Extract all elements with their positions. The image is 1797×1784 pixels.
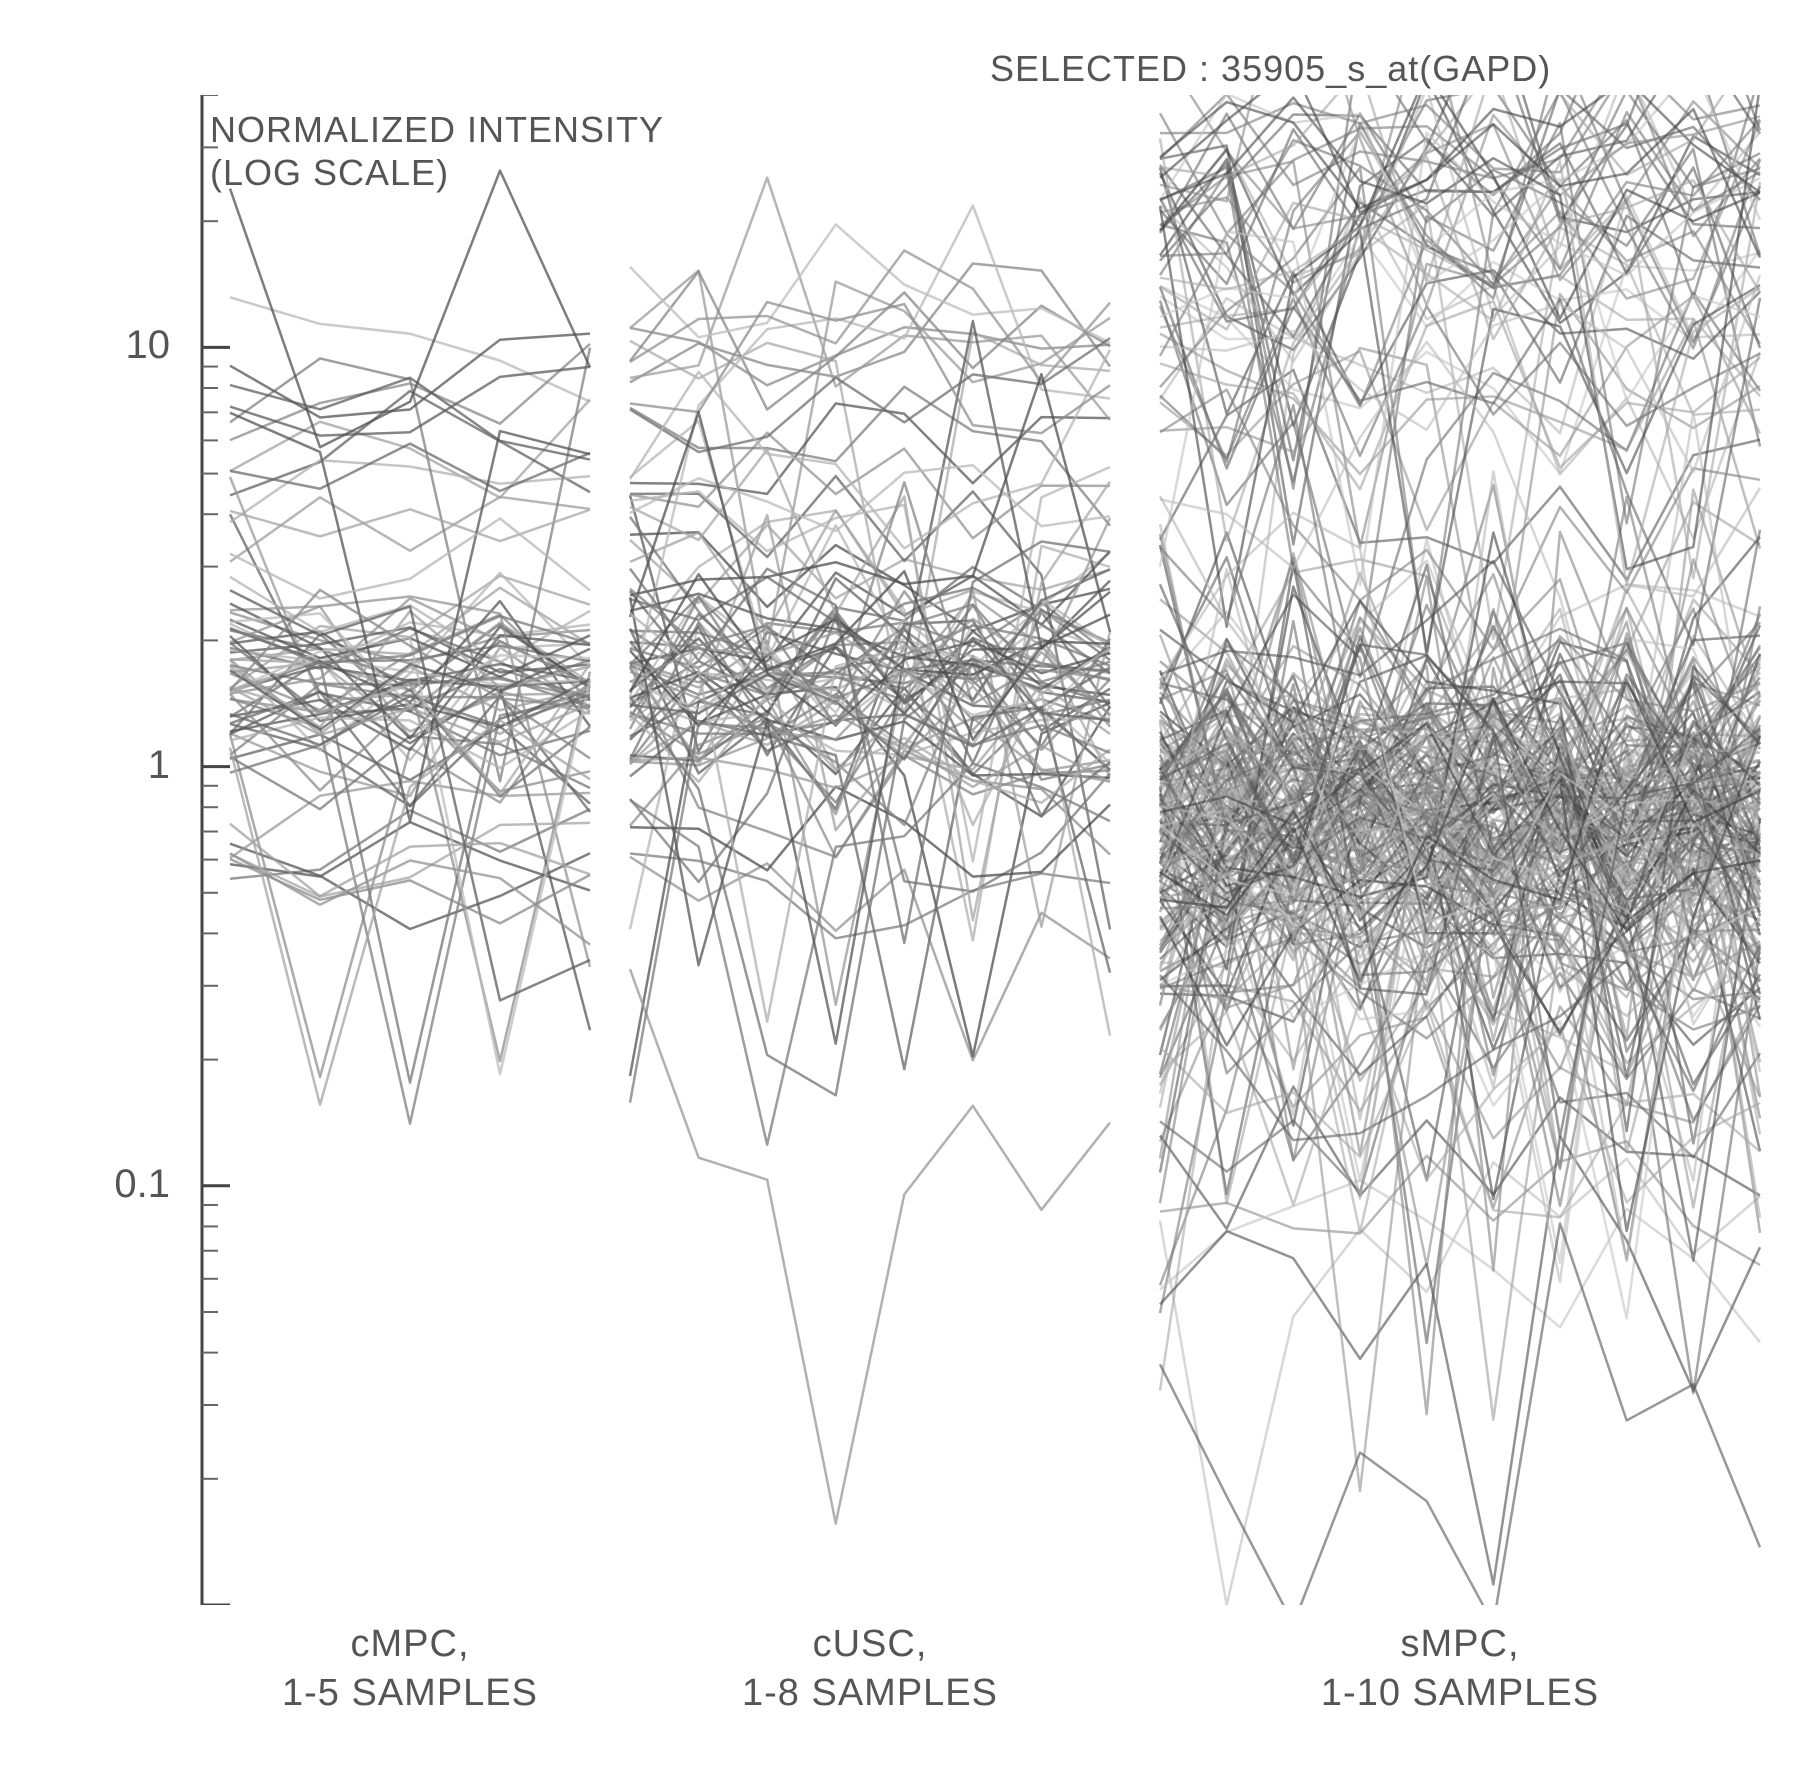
- chart-title: SELECTED : 35905_s_at(GAPD): [990, 48, 1551, 90]
- series-line: [630, 969, 1110, 1523]
- series-line: [230, 460, 590, 522]
- series-line: [1160, 1159, 1760, 1605]
- series-line: [1160, 1223, 1760, 1605]
- y-tick-label: 0.1: [90, 1162, 170, 1207]
- plot-svg: [190, 95, 1770, 1605]
- series-line: [230, 171, 590, 448]
- series-line: [1160, 1136, 1760, 1584]
- x-panel-label: cMPC, 1-5 SAMPLES: [240, 1620, 580, 1719]
- x-panel-label: cUSC, 1-8 SAMPLES: [670, 1620, 1070, 1719]
- chart-container: SELECTED : 35905_s_at(GAPD) NORMALIZED I…: [50, 30, 1750, 1750]
- y-tick-label: 1: [90, 743, 170, 788]
- series-line: [230, 509, 590, 541]
- series-line: [230, 297, 590, 401]
- x-panel-label: sMPC, 1-10 SAMPLES: [1190, 1620, 1730, 1719]
- series-line: [630, 302, 1110, 433]
- series-line: [1160, 1180, 1760, 1342]
- series-line: [630, 857, 1110, 1060]
- y-tick-label: 10: [90, 323, 170, 368]
